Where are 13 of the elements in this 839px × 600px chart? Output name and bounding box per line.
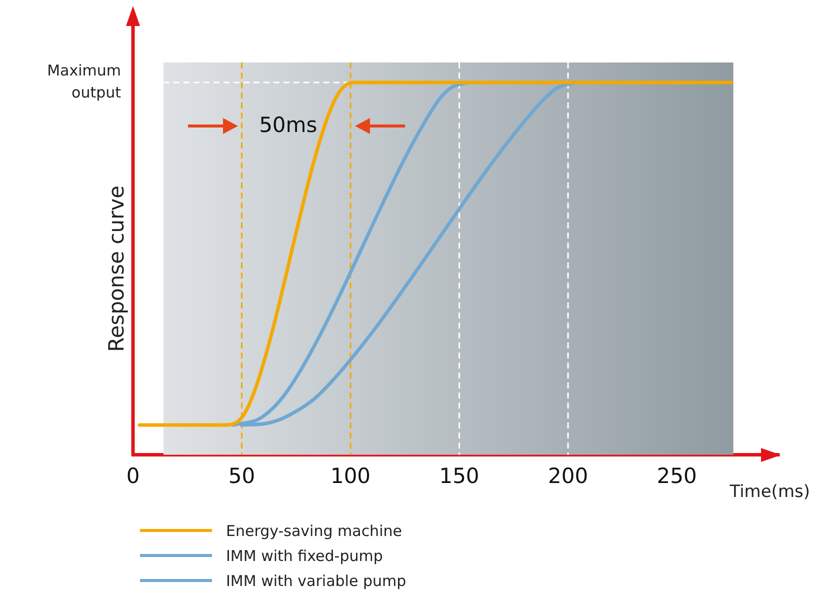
x-tick-label: 200 (548, 464, 588, 488)
ref-line-label: Maximum output (47, 61, 122, 102)
legend-label: IMM with variable pump (226, 572, 406, 590)
legend-label: IMM with fixed-pump (226, 546, 383, 564)
x-tick-label: 0 (126, 464, 140, 488)
x-axis-title: Time(ms) (728, 482, 810, 502)
annotation: 50ms (259, 112, 318, 137)
x-tick-label: 50 (228, 464, 256, 488)
x-tick-label: 250 (656, 464, 697, 488)
y-axis-title: Response curve (104, 185, 128, 352)
x-tick-label: 100 (330, 464, 371, 488)
legend-label: Energy-saving machine (226, 522, 402, 540)
x-tick-label: 150 (439, 464, 480, 488)
